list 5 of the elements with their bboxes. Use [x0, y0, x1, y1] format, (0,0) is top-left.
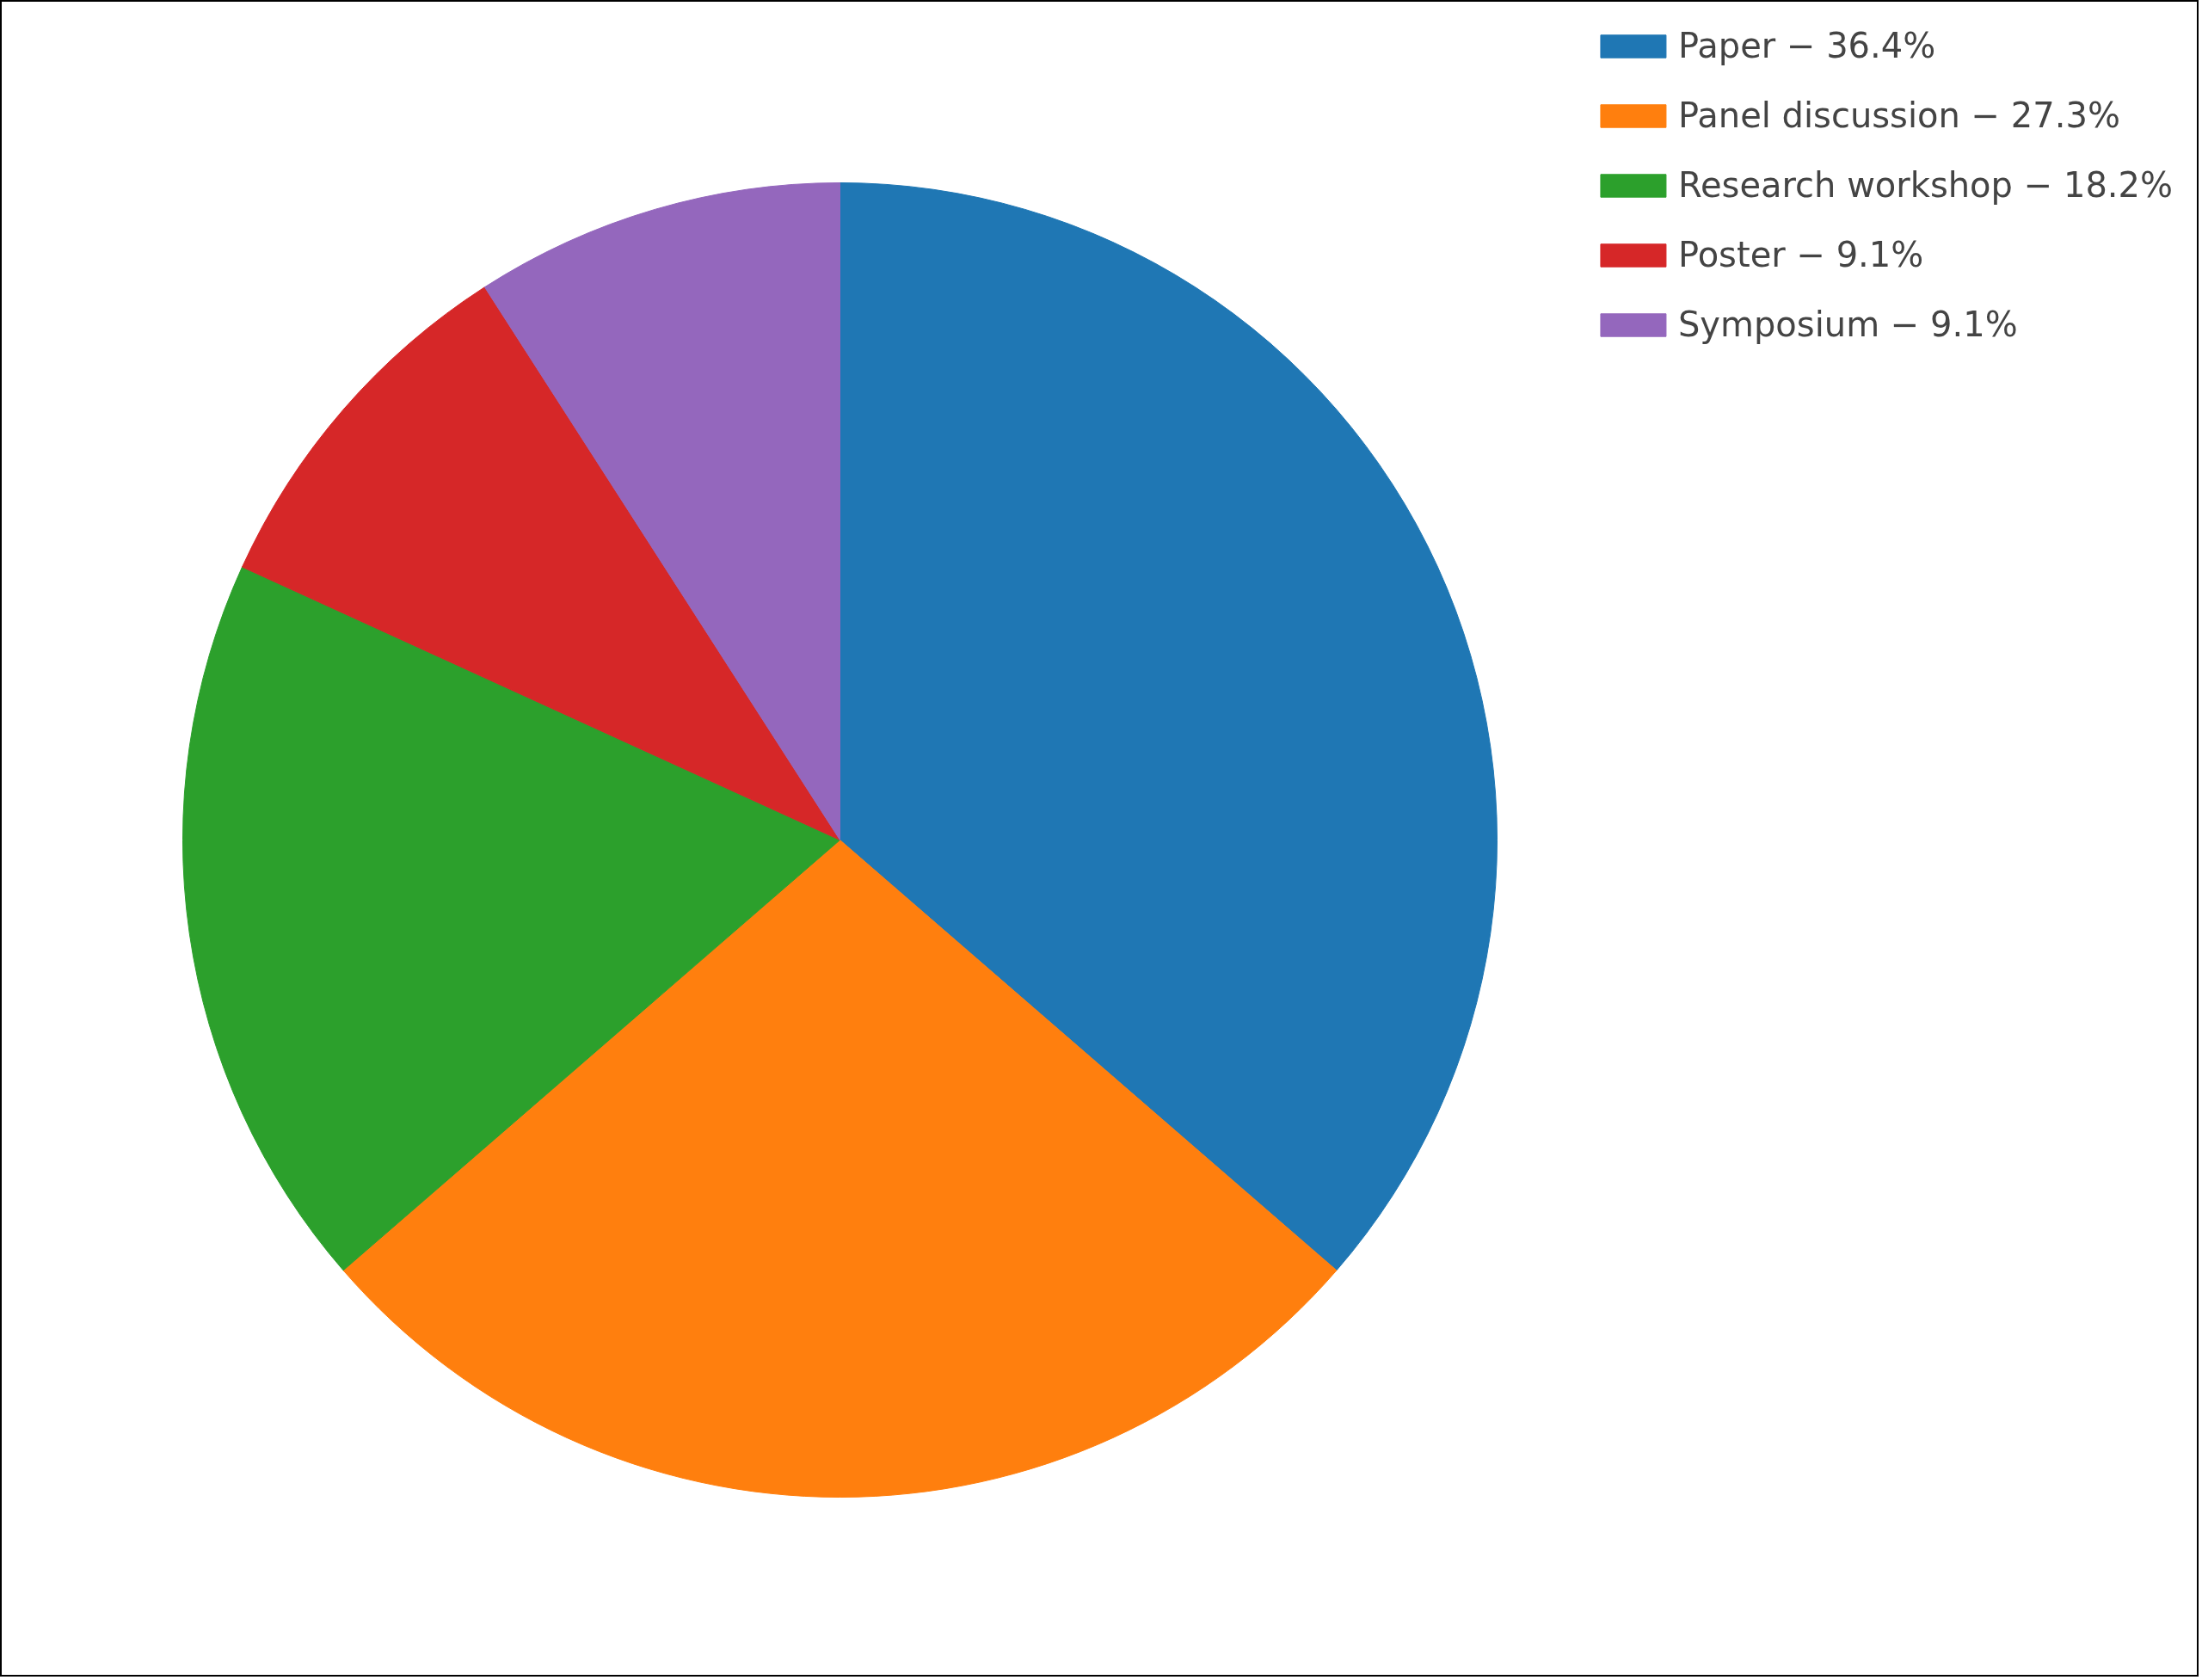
legend-label: Paper − 36.4% — [1677, 26, 1936, 65]
legend-label: Research workshop − 18.2% — [1677, 165, 2173, 205]
legend-label: Panel discussion − 27.3% — [1677, 95, 2120, 135]
legend-label: Symposium − 9.1% — [1677, 305, 2018, 344]
legend-label: Poster − 9.1% — [1677, 235, 1924, 274]
